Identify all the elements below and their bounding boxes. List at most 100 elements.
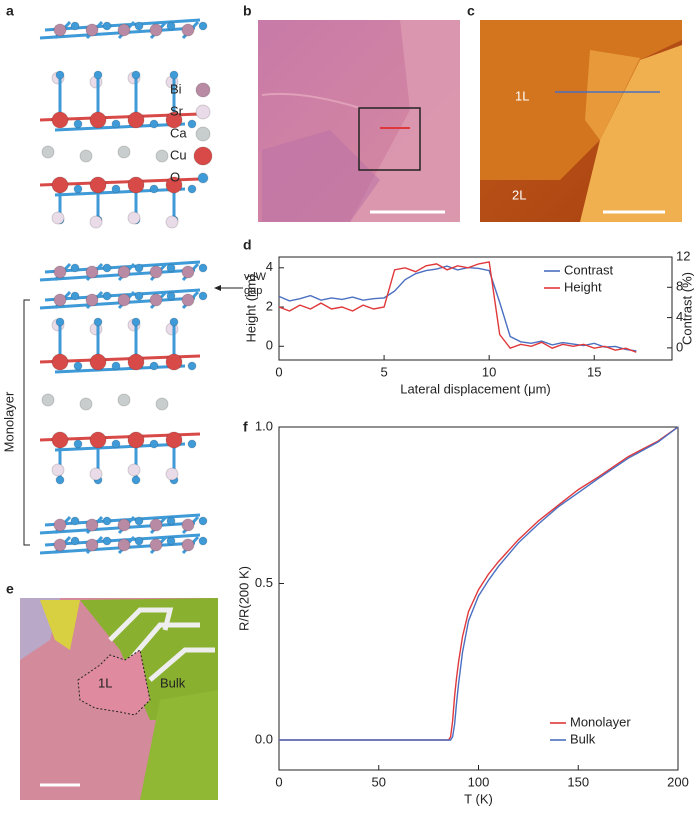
bond — [54, 442, 186, 452]
y-tick-label: 0.0 — [255, 731, 273, 746]
bond — [39, 541, 196, 555]
series-line — [279, 426, 679, 741]
atom — [187, 439, 197, 449]
atom — [70, 21, 80, 31]
atom — [131, 317, 141, 327]
panel-label: a — [6, 3, 14, 19]
atom — [127, 463, 141, 477]
atom — [89, 353, 107, 371]
atom — [85, 518, 99, 532]
atom — [73, 439, 83, 449]
atom — [195, 126, 211, 142]
image-label: 2L — [512, 187, 526, 202]
atom — [149, 439, 159, 449]
y-tick-label: 0 — [266, 338, 273, 353]
optical-image-e — [20, 598, 218, 800]
atom — [166, 536, 176, 546]
image-label: 1L — [515, 88, 529, 103]
atom — [149, 538, 163, 552]
bond — [39, 296, 196, 310]
atom — [149, 119, 159, 129]
atom — [134, 516, 144, 526]
atom — [187, 119, 197, 129]
atom — [111, 119, 121, 129]
atom — [85, 293, 99, 307]
atom — [117, 145, 131, 159]
atom — [73, 361, 83, 371]
atom — [169, 70, 179, 80]
atom — [181, 293, 195, 307]
arrow-head — [214, 285, 221, 291]
atom — [181, 265, 195, 279]
y2-tick-label: 4 — [676, 309, 683, 324]
atom — [85, 23, 99, 37]
atom — [102, 263, 112, 273]
atom — [127, 176, 145, 194]
atom — [127, 353, 145, 371]
atom — [166, 263, 176, 273]
atom — [55, 475, 65, 485]
atom — [193, 146, 213, 166]
panel-label: d — [243, 237, 252, 253]
atom — [111, 184, 121, 194]
atom — [85, 538, 99, 552]
legend-label: Bulk — [570, 731, 596, 746]
atom — [134, 263, 144, 273]
legend-label: O — [170, 169, 180, 184]
atom — [93, 317, 103, 327]
y2-tick-label: 8 — [676, 279, 683, 294]
legend-label: Bi — [170, 81, 182, 96]
atom — [195, 82, 211, 98]
atom — [89, 111, 107, 129]
atom — [166, 21, 176, 31]
legend-label: Ca — [170, 125, 187, 140]
optical-image-b — [258, 20, 460, 222]
y-tick-label: 2 — [266, 298, 273, 313]
y2-tick-label: 0 — [676, 339, 683, 354]
atom — [166, 516, 176, 526]
x-tick-label: 50 — [372, 774, 386, 789]
series-line — [279, 426, 679, 741]
atom — [73, 119, 83, 129]
atom — [169, 317, 179, 327]
y-tick-label: 4 — [266, 259, 273, 274]
atom — [187, 184, 197, 194]
atom — [89, 431, 107, 449]
atom — [53, 293, 67, 307]
atom — [149, 184, 159, 194]
atom — [102, 21, 112, 31]
atom — [198, 536, 208, 546]
atom — [117, 23, 131, 37]
panel-label: c — [467, 3, 475, 19]
atom — [70, 291, 80, 301]
x-tick-label: 0 — [275, 774, 282, 789]
atom — [134, 21, 144, 31]
atom — [51, 431, 69, 449]
y-tick-label: 1.0 — [255, 418, 273, 433]
atom — [131, 475, 141, 485]
monolayer-label: Monolayer — [1, 391, 16, 452]
atom — [102, 536, 112, 546]
bond — [54, 122, 186, 132]
atom — [165, 215, 179, 229]
atom — [149, 293, 163, 307]
bond — [54, 187, 186, 197]
atom — [51, 176, 69, 194]
legend-label: Monolayer — [570, 714, 631, 729]
legend-label: Height — [564, 279, 602, 294]
atom — [51, 211, 65, 225]
x-tick-label: 0 — [275, 364, 282, 379]
atom — [181, 538, 195, 552]
atom — [51, 353, 69, 371]
atom — [181, 23, 195, 37]
atom — [79, 149, 93, 163]
atom — [181, 518, 195, 532]
atom — [117, 518, 131, 532]
atom — [149, 23, 163, 37]
atom — [85, 265, 99, 279]
atom — [53, 23, 67, 37]
atom — [149, 361, 159, 371]
bond — [39, 26, 196, 40]
plot-frame — [278, 256, 673, 361]
atom — [53, 518, 67, 532]
